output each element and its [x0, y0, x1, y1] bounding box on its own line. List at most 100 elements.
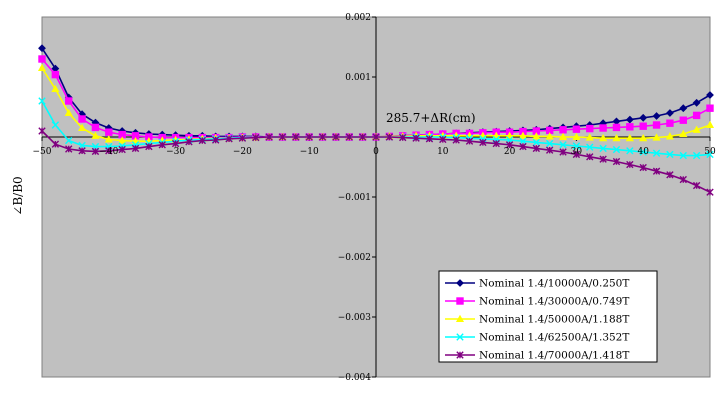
data-point — [639, 163, 647, 172]
data-point — [559, 141, 567, 149]
data-point — [532, 132, 541, 140]
data-point — [652, 133, 661, 141]
data-point — [51, 140, 60, 148]
data-point — [679, 104, 688, 113]
data-point — [185, 138, 193, 146]
x-tick-label: −40 — [99, 147, 118, 157]
data-point — [131, 144, 140, 153]
legend-swatch-marker — [455, 314, 465, 323]
legend-item: Nominal 1.4/50000A/1.188T — [445, 314, 629, 326]
data-point — [439, 135, 447, 144]
x-tick-label: −50 — [33, 147, 52, 157]
data-point — [198, 136, 207, 145]
data-point — [278, 133, 287, 141]
data-point — [599, 144, 607, 153]
data-point — [586, 153, 594, 161]
data-point — [118, 136, 127, 144]
data-point — [626, 123, 634, 131]
data-point — [38, 97, 46, 105]
data-point — [412, 134, 420, 142]
data-point — [211, 136, 220, 144]
legend-label: Nominal 1.4/10000A/0.250T — [479, 278, 629, 290]
y-axis-label: ∠B/B0 — [11, 176, 25, 215]
data-point — [679, 129, 688, 138]
legend-item: Nominal 1.4/30000A/0.749T — [445, 296, 629, 308]
data-point — [692, 181, 701, 190]
data-point — [532, 138, 541, 147]
data-point — [225, 135, 233, 143]
legend: Nominal 1.4/10000A/0.250T Nominal 1.4/300… — [438, 270, 658, 363]
data-point — [452, 136, 460, 144]
data-point — [532, 144, 541, 153]
x-tick-label: −20 — [233, 147, 252, 157]
data-point — [599, 133, 608, 142]
data-point — [625, 115, 634, 124]
data-point — [559, 126, 567, 134]
data-point — [706, 150, 714, 159]
data-point — [679, 175, 687, 184]
data-point — [65, 97, 73, 105]
data-point — [666, 150, 674, 159]
data-point — [639, 113, 648, 122]
data-point — [91, 147, 100, 156]
x-tick-label: 30 — [571, 147, 583, 157]
data-point — [372, 133, 380, 141]
data-point — [78, 141, 86, 150]
data-point — [572, 125, 581, 133]
data-point — [586, 124, 594, 133]
data-point — [585, 133, 594, 141]
data-point — [51, 70, 60, 79]
data-point — [252, 133, 260, 142]
data-point — [265, 133, 273, 141]
data-point — [652, 167, 661, 175]
legend-swatch-marker — [456, 297, 464, 305]
data-point — [612, 123, 621, 132]
data-point — [91, 131, 100, 139]
y-tick-label: −0.003 — [338, 313, 372, 323]
data-point — [465, 137, 474, 145]
annotation-label: 285.7+ΔR(cm) — [386, 111, 476, 125]
legend-label: Nominal 1.4/70000A/1.418T — [479, 350, 629, 362]
legend-item: Nominal 1.4/70000A/1.418T — [445, 350, 629, 362]
data-point — [692, 125, 701, 133]
data-point — [78, 115, 86, 123]
data-point — [104, 135, 113, 143]
data-point — [158, 141, 166, 149]
data-point — [626, 160, 634, 169]
data-point — [666, 171, 674, 179]
x-tick-label: −30 — [166, 147, 185, 157]
data-point — [572, 150, 581, 159]
data-point — [519, 137, 527, 145]
data-point — [705, 120, 715, 129]
data-point — [105, 128, 113, 136]
legend-label: Nominal 1.4/50000A/1.188T — [479, 314, 629, 326]
data-point — [652, 149, 661, 157]
legend-label: Nominal 1.4/30000A/0.749T — [479, 296, 629, 308]
data-point — [639, 133, 648, 142]
data-point — [64, 108, 73, 117]
data-point — [625, 133, 634, 142]
data-point — [612, 133, 621, 142]
data-point — [665, 132, 674, 140]
data-point — [305, 133, 313, 141]
data-point — [399, 133, 407, 142]
data-point — [145, 142, 153, 151]
y-tick-label: −0.001 — [338, 193, 371, 203]
x-tick-label: 10 — [437, 147, 449, 157]
legend-swatch-marker — [456, 351, 464, 359]
data-point — [679, 151, 687, 160]
data-point — [559, 148, 567, 156]
data-point — [558, 132, 568, 141]
data-point — [78, 123, 87, 132]
y-tick-label: −0.004 — [338, 373, 372, 383]
data-point — [586, 143, 594, 151]
x-tick-label: 20 — [504, 147, 516, 157]
data-point — [505, 141, 514, 149]
data-point — [105, 147, 113, 155]
data-point — [599, 155, 607, 163]
data-point — [519, 142, 527, 151]
data-point — [78, 147, 86, 155]
data-point — [479, 138, 487, 147]
data-point — [292, 133, 300, 141]
data-point — [118, 145, 126, 154]
